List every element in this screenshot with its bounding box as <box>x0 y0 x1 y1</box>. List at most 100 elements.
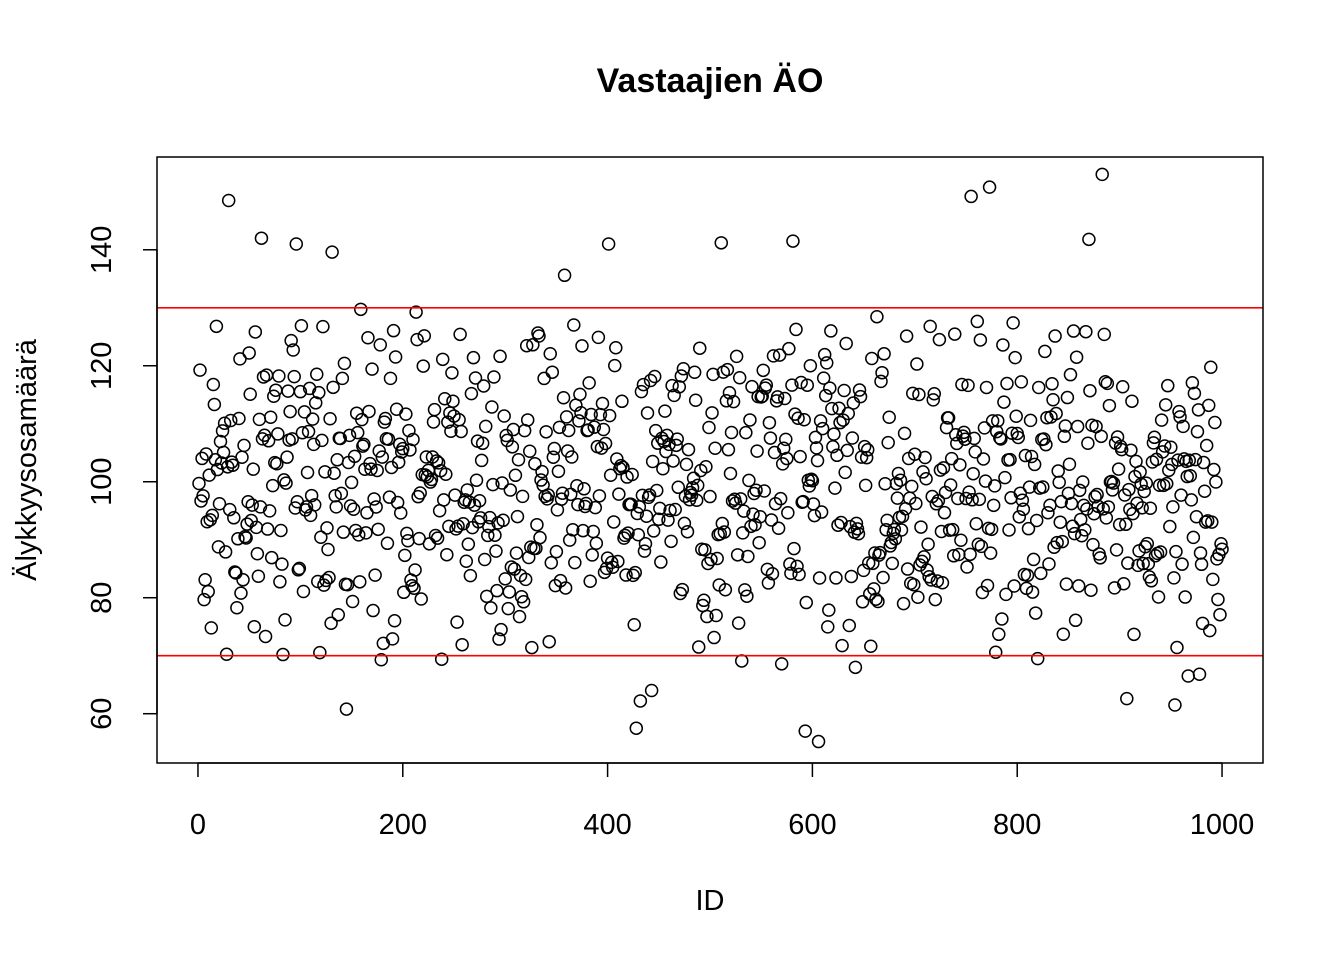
data-point <box>1119 517 1133 532</box>
data-point <box>319 573 333 588</box>
data-point <box>704 552 718 567</box>
data-point <box>638 537 653 551</box>
data-point <box>571 497 585 512</box>
data-point <box>1052 475 1066 490</box>
data-point <box>264 550 279 565</box>
data-point <box>719 394 734 408</box>
data-point <box>1101 500 1116 514</box>
data-point <box>1049 406 1063 421</box>
data-point <box>259 368 274 382</box>
data-point <box>1204 360 1218 375</box>
data-point <box>944 451 959 466</box>
data-point <box>921 537 935 552</box>
data-point <box>899 329 914 343</box>
data-point <box>937 505 952 520</box>
data-point <box>1012 510 1027 524</box>
data-point <box>1072 483 1087 498</box>
data-point <box>933 463 948 477</box>
data-point <box>385 632 400 646</box>
data-point <box>478 419 493 434</box>
data-point <box>453 327 467 342</box>
data-point <box>520 413 535 427</box>
data-point <box>951 491 965 506</box>
data-point <box>556 390 571 405</box>
data-point <box>344 475 359 490</box>
data-point <box>1088 490 1102 504</box>
data-point <box>1152 478 1167 492</box>
data-point <box>1054 494 1069 509</box>
y-tick-label: 80 <box>86 582 118 614</box>
data-point <box>299 500 314 514</box>
data-point <box>926 393 940 407</box>
data-point <box>1197 484 1212 498</box>
data-point <box>800 378 815 392</box>
data-point <box>515 489 530 504</box>
data-point <box>343 499 358 513</box>
data-point <box>807 508 822 523</box>
data-point <box>819 356 834 370</box>
data-point <box>849 516 864 531</box>
data-point <box>1059 577 1074 591</box>
data-point <box>945 522 960 537</box>
data-point <box>557 268 572 283</box>
data-point <box>595 396 610 411</box>
data-point <box>1057 429 1072 444</box>
data-point <box>835 638 849 653</box>
data-point <box>273 575 287 589</box>
data-point <box>1028 606 1043 620</box>
data-point <box>450 615 464 629</box>
data-point <box>602 408 617 423</box>
data-point <box>1004 491 1018 505</box>
data-point <box>878 477 892 491</box>
data-point <box>1079 324 1093 339</box>
data-point <box>459 554 474 568</box>
data-point <box>539 425 553 439</box>
data-point <box>633 694 648 708</box>
data-point <box>519 338 534 353</box>
data-point <box>684 488 699 503</box>
data-point <box>743 413 757 427</box>
data-point <box>884 535 899 550</box>
data-point <box>370 463 384 478</box>
data-point <box>810 453 825 468</box>
data-point <box>250 547 265 561</box>
data-point <box>1077 498 1091 513</box>
data-point <box>202 468 216 482</box>
data-point <box>389 402 404 416</box>
data-point <box>242 346 256 360</box>
data-point <box>813 414 828 428</box>
data-point <box>986 498 1001 513</box>
data-point <box>434 652 449 666</box>
data-point <box>591 330 606 345</box>
data-point <box>1009 409 1023 424</box>
data-point <box>240 517 254 531</box>
data-point <box>832 401 846 416</box>
data-point <box>792 567 806 582</box>
data-point <box>1041 506 1055 520</box>
data-point <box>1036 480 1050 494</box>
data-point <box>193 363 207 377</box>
data-point <box>1081 436 1095 451</box>
data-point <box>829 571 843 585</box>
data-point <box>914 520 928 534</box>
data-point <box>231 532 245 546</box>
data-point <box>869 592 883 606</box>
data-point <box>811 734 826 749</box>
data-point <box>815 421 830 436</box>
data-point <box>243 387 257 402</box>
data-point <box>1185 376 1200 390</box>
data-point <box>1086 537 1100 552</box>
data-point <box>247 619 262 634</box>
data-point <box>342 428 357 443</box>
data-point <box>853 389 868 404</box>
data-point <box>1201 398 1216 413</box>
data-point <box>1125 394 1139 408</box>
data-point <box>440 547 454 562</box>
data-point <box>318 465 332 479</box>
x-tick-label: 400 <box>583 809 631 841</box>
data-point <box>618 528 632 543</box>
data-point <box>1106 476 1121 490</box>
data-point <box>1183 469 1198 483</box>
data-point <box>691 640 706 654</box>
data-point <box>606 515 621 529</box>
